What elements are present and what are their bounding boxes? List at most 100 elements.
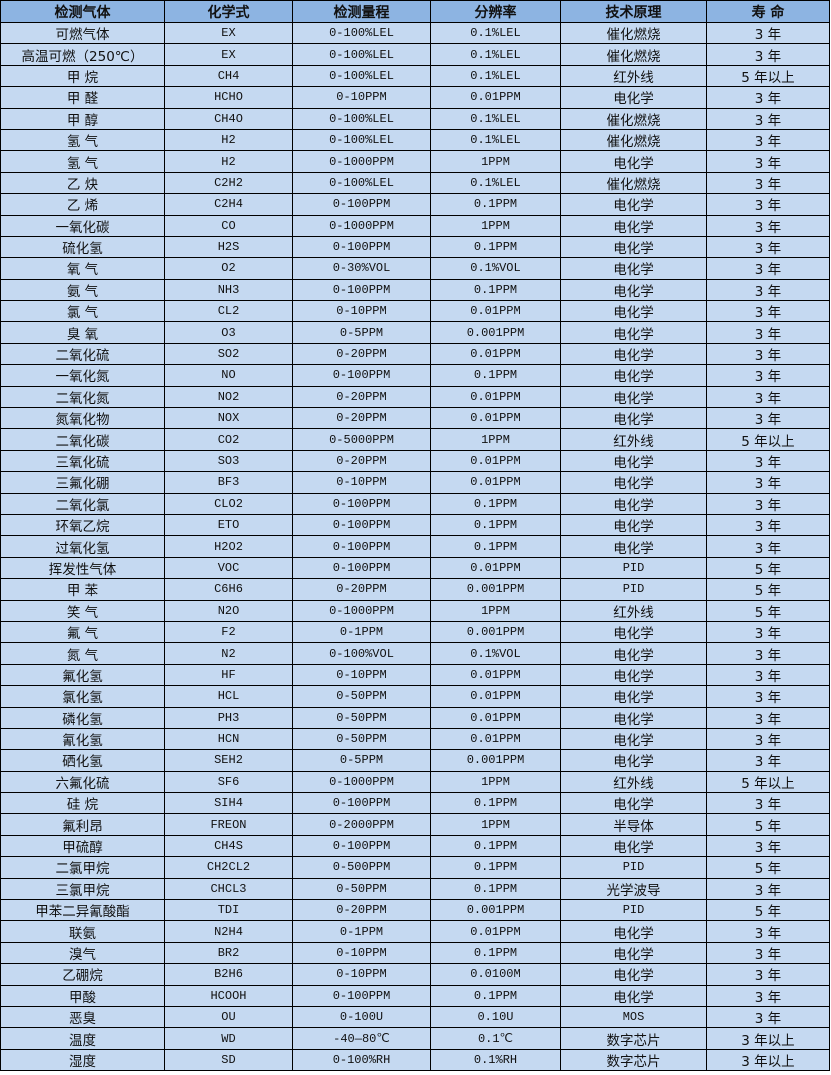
resolution-cell: 0.1%LEL [430, 128, 561, 152]
gas-cell: 甲 醛 [0, 86, 165, 109]
resolution-cell: 0.1%LEL [430, 43, 561, 66]
formula-cell: HCOOH [164, 984, 293, 1007]
gas-cell: 甲苯二异氰酸酯 [0, 899, 165, 922]
lifespan-cell: 3 年 [706, 321, 830, 344]
formula-cell: HCHO [164, 86, 293, 109]
range-cell: 0-1000PPM [292, 150, 431, 173]
principle-cell: 催化燃烧 [560, 128, 707, 152]
range-cell: 0-100%LEL [292, 21, 431, 45]
lifespan-cell: 3 年 [706, 535, 830, 558]
principle-cell: 红外线 [560, 770, 707, 794]
gas-cell: 一氧化氮 [0, 364, 165, 387]
gas-cell: 二氯甲烷 [0, 856, 165, 879]
lifespan-cell: 5 年 [706, 856, 830, 879]
formula-cell: PH3 [164, 706, 293, 729]
formula-cell: SEH2 [164, 749, 293, 772]
table-row: 甲 醛 HCHO 0-10PPM 0.01PPM 电化学 3 年 [0, 86, 830, 109]
lifespan-cell: 3 年 [706, 685, 830, 708]
lifespan-cell: 3 年 [706, 278, 830, 302]
formula-cell: CH4O [164, 107, 293, 130]
resolution-cell: 0.1%LEL [430, 171, 561, 195]
resolution-cell: 0.01PPM [430, 727, 561, 751]
principle-cell: 电化学 [560, 834, 707, 858]
resolution-cell: 0.1PPM [430, 792, 561, 815]
principle-cell: 光学波导 [560, 877, 707, 901]
table-row: 硒化氢 SEH2 0-5PPM 0.001PPM 电化学 3 年 [0, 749, 830, 772]
resolution-cell: 0.01PPM [430, 86, 561, 109]
range-cell: 0-5000PPM [292, 428, 431, 451]
lifespan-cell: 3 年 [706, 385, 830, 409]
formula-cell: HCN [164, 727, 293, 751]
lifespan-cell: 3 年 [706, 941, 830, 965]
table-row: 二氧化碳 CO2 0-5000PPM 1PPM 红外线 5 年以上 [0, 428, 830, 451]
table-row: 臭 氧 O3 0-5PPM 0.001PPM 电化学 3 年 [0, 321, 830, 344]
range-cell: 0-100%LEL [292, 43, 431, 66]
formula-cell: BF3 [164, 471, 293, 494]
resolution-cell: 0.01PPM [430, 300, 561, 323]
range-cell: 0-20PPM [292, 385, 431, 409]
resolution-cell: 0.01PPM [430, 385, 561, 409]
gas-cell: 恶臭 [0, 1005, 165, 1029]
formula-cell: C2H2 [164, 171, 293, 195]
lifespan-cell: 3 年 [706, 749, 830, 772]
gas-cell: 二氧化硫 [0, 342, 165, 366]
principle-cell: 电化学 [560, 257, 707, 280]
principle-cell: PID [560, 578, 707, 601]
formula-cell: CHCL3 [164, 877, 293, 901]
range-cell: -40—80℃ [292, 1027, 431, 1050]
range-cell: 0-10PPM [292, 963, 431, 986]
table-row: 磷化氢 PH3 0-50PPM 0.01PPM 电化学 3 年 [0, 706, 830, 729]
lifespan-cell: 3 年 [706, 920, 830, 943]
table-row: 氟化氢 HF 0-10PPM 0.01PPM 电化学 3 年 [0, 663, 830, 687]
range-cell: 0-10PPM [292, 300, 431, 323]
table-row: 二氧化氮 NO2 0-20PPM 0.01PPM 电化学 3 年 [0, 385, 830, 409]
principle-cell: PID [560, 856, 707, 879]
gas-cell: 联氨 [0, 920, 165, 943]
table-row: 甲苯二异氰酸酯 TDI 0-20PPM 0.001PPM PID 5 年 [0, 899, 830, 922]
principle-cell: 电化学 [560, 941, 707, 965]
resolution-cell: 0.01PPM [430, 920, 561, 943]
gas-cell: 环氧乙烷 [0, 513, 165, 537]
range-cell: 0-20PPM [292, 342, 431, 366]
table-row: 氢 气 H2 0-1000PPM 1PPM 电化学 3 年 [0, 150, 830, 173]
resolution-cell: 0.1PPM [430, 856, 561, 879]
principle-cell: 电化学 [560, 150, 707, 173]
table-row: 挥发性气体 VOC 0-100PPM 0.01PPM PID 5 年 [0, 556, 830, 580]
lifespan-cell: 3 年 [706, 214, 830, 237]
resolution-cell: 0.01PPM [430, 449, 561, 473]
resolution-cell: 0.1%VOL [430, 642, 561, 665]
range-cell: 0-30%VOL [292, 257, 431, 280]
lifespan-cell: 3 年 [706, 727, 830, 751]
gas-cell: 六氟化硫 [0, 770, 165, 794]
range-cell: 0-100PPM [292, 513, 431, 537]
table-row: 氟 气 F2 0-1PPM 0.001PPM 电化学 3 年 [0, 620, 830, 644]
header-formula: 化学式 [164, 0, 293, 23]
lifespan-cell: 3 年 [706, 21, 830, 45]
resolution-cell: 0.1PPM [430, 235, 561, 259]
principle-cell: 红外线 [560, 599, 707, 622]
gas-cell: 磷化氢 [0, 706, 165, 729]
table-row: 过氧化氢 H2O2 0-100PPM 0.1PPM 电化学 3 年 [0, 535, 830, 558]
lifespan-cell: 3 年 [706, 834, 830, 858]
principle-cell: 红外线 [560, 64, 707, 88]
formula-cell: CO [164, 214, 293, 237]
table-row: 氨 气 NH3 0-100PPM 0.1PPM 电化学 3 年 [0, 278, 830, 302]
lifespan-cell: 3 年 [706, 706, 830, 729]
gas-cell: 甲 苯 [0, 578, 165, 601]
gas-cell: 氨 气 [0, 278, 165, 302]
lifespan-cell: 3 年 [706, 407, 830, 430]
gas-cell: 乙 炔 [0, 171, 165, 195]
formula-cell: SD [164, 1048, 293, 1072]
formula-cell: H2S [164, 235, 293, 259]
resolution-cell: 1PPM [430, 150, 561, 173]
range-cell: 0-100U [292, 1005, 431, 1029]
table-row: 硅 烷 SIH4 0-100PPM 0.1PPM 电化学 3 年 [0, 792, 830, 815]
gas-cell: 氟利昂 [0, 813, 165, 836]
lifespan-cell: 3 年 [706, 492, 830, 515]
resolution-cell: 0.01PPM [430, 471, 561, 494]
lifespan-cell: 5 年 [706, 578, 830, 601]
formula-cell: NOX [164, 407, 293, 430]
lifespan-cell: 3 年 [706, 150, 830, 173]
table-row: 氮氧化物 NOX 0-20PPM 0.01PPM 电化学 3 年 [0, 407, 830, 430]
gas-cell: 温度 [0, 1027, 165, 1050]
